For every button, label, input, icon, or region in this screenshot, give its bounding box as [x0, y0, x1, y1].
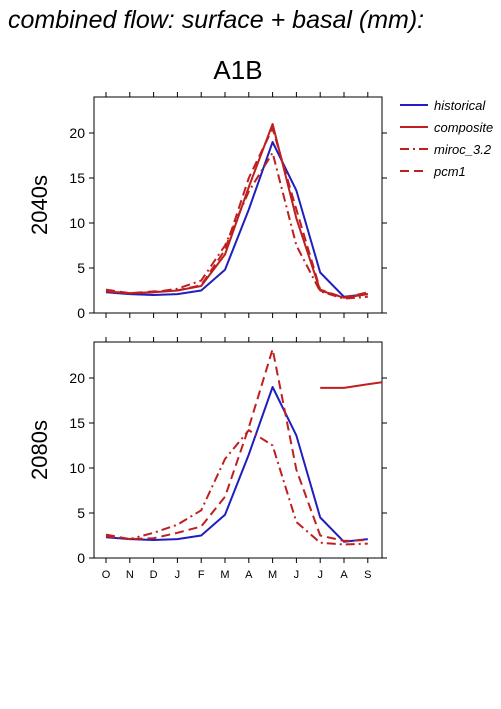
series-line-pcm1 — [105, 127, 369, 299]
x-tick-label: F — [198, 569, 205, 581]
y-tick-label: 15 — [69, 415, 85, 431]
series-line-pcm1 — [105, 348, 368, 542]
legend-label-composite: composite — [434, 120, 493, 135]
plot-frame — [93, 96, 383, 314]
series-line-historical — [105, 141, 368, 298]
y-tick-label: 15 — [69, 170, 85, 186]
x-tick-label: D — [150, 569, 158, 581]
x-tick-label: N — [126, 569, 134, 581]
panel-2080s: 2080s 0 5 10 15 20 O N D J F M A M J J A S — [27, 337, 387, 581]
y-tick-label: 20 — [69, 125, 85, 141]
figure-title: combined flow: surface + basal (mm): — [8, 6, 424, 34]
series-line-miroc-3-2 — [105, 151, 368, 300]
legend-label-miroc: miroc_3.2 — [434, 142, 492, 157]
row-label-2080s: 2080s — [27, 420, 52, 480]
panel-2040s: 2040s 0 5 10 15 20 — [27, 92, 387, 321]
x-tick-label: J — [317, 569, 323, 581]
series-line-miroc-3-2 — [105, 429, 368, 546]
series-line-composite — [320, 381, 383, 389]
series-line-composite — [105, 123, 368, 299]
legend-label-pcm1: pcm1 — [433, 164, 466, 179]
x-tick-label: A — [340, 569, 348, 581]
x-tick-label: O — [102, 569, 111, 581]
y-tick-label: 0 — [77, 550, 85, 566]
row-label-2040s: 2040s — [27, 175, 52, 235]
y-tick-label: 20 — [69, 370, 85, 386]
scenario-label: A1B — [213, 55, 262, 85]
x-tick-label: J — [294, 569, 300, 581]
x-tick-label: J — [175, 569, 181, 581]
x-tick-label: S — [364, 569, 371, 581]
y-tick-label: 5 — [77, 505, 85, 521]
x-tick-label: A — [245, 569, 253, 581]
y-tick-label: 10 — [69, 460, 85, 476]
x-tick-label: M — [220, 569, 229, 581]
x-tick-label: M — [268, 569, 277, 581]
legend: historical composite miroc_3.2 pcm1 — [400, 98, 493, 179]
series-line-historical — [105, 386, 368, 543]
legend-label-historical: historical — [434, 98, 486, 113]
y-tick-label: 0 — [77, 305, 85, 321]
y-tick-label: 10 — [69, 215, 85, 231]
plot-frame — [93, 341, 383, 559]
y-tick-label: 5 — [77, 260, 85, 276]
